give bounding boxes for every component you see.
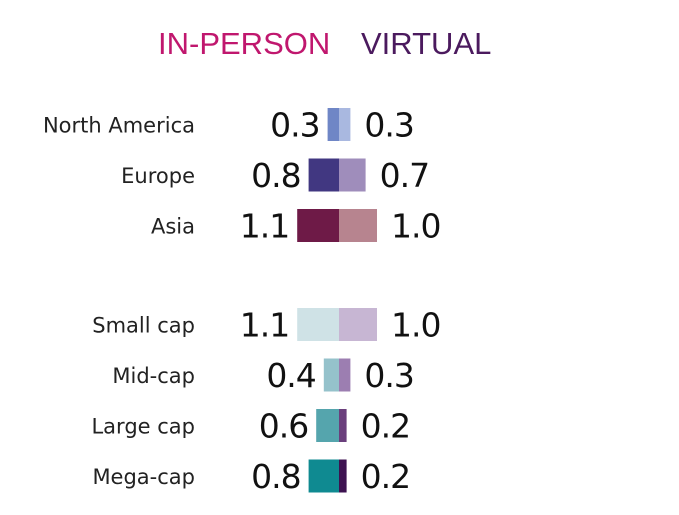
category-label: Mega-cap bbox=[92, 465, 195, 489]
bar-in-person bbox=[297, 308, 339, 341]
bar-virtual bbox=[339, 158, 366, 192]
value-label-in-person: 1.1 bbox=[240, 306, 289, 345]
bar-row-mega-cap: Mega-cap 0.8 0.2 bbox=[92, 457, 411, 496]
value-label-virtual: 0.3 bbox=[364, 356, 413, 395]
value-label-in-person: 0.4 bbox=[266, 356, 315, 395]
value-label-virtual: 1.0 bbox=[391, 306, 440, 345]
value-label-in-person: 0.3 bbox=[270, 106, 319, 145]
value-label-virtual: 0.3 bbox=[364, 106, 413, 145]
bar-virtual bbox=[339, 459, 347, 493]
bar-in-person bbox=[327, 108, 339, 141]
bar-virtual bbox=[339, 358, 351, 392]
bar-in-person bbox=[316, 409, 339, 442]
bar-virtual bbox=[339, 409, 347, 442]
legend: IN-PERSON VIRTUAL bbox=[158, 26, 491, 61]
bar-row-asia: Asia 1.1 1.0 bbox=[151, 207, 442, 246]
value-label-in-person: 0.8 bbox=[251, 457, 300, 496]
legend-entry-virtual: VIRTUAL bbox=[361, 26, 491, 61]
bar-virtual bbox=[339, 308, 377, 341]
value-label-virtual: 1.0 bbox=[391, 207, 440, 246]
bar-virtual bbox=[339, 209, 377, 242]
bar-in-person bbox=[308, 459, 339, 493]
bar-in-person bbox=[308, 158, 339, 192]
category-label: Europe bbox=[121, 164, 195, 188]
category-label: North America bbox=[43, 114, 195, 138]
category-label: Asia bbox=[151, 215, 195, 239]
category-label: Large cap bbox=[91, 415, 195, 439]
value-label-in-person: 0.8 bbox=[251, 156, 300, 195]
value-label-virtual: 0.2 bbox=[361, 457, 410, 496]
bar-in-person bbox=[323, 358, 339, 392]
bar-in-person bbox=[297, 209, 339, 242]
bar-virtual bbox=[339, 108, 351, 141]
bar-row-mid-cap: Mid-cap 0.4 0.3 bbox=[112, 356, 414, 395]
bar-row-small-cap: Small cap 1.1 1.0 bbox=[92, 306, 441, 345]
value-label-in-person: 1.1 bbox=[240, 207, 289, 246]
category-label: Mid-cap bbox=[112, 364, 195, 388]
bar-row-europe: Europe 0.8 0.7 bbox=[121, 156, 430, 195]
value-label-virtual: 0.2 bbox=[361, 407, 410, 446]
bar-row-large-cap: Large cap 0.6 0.2 bbox=[91, 407, 411, 446]
value-label-in-person: 0.6 bbox=[259, 407, 308, 446]
category-label: Small cap bbox=[92, 314, 195, 338]
legend-entry-in-person: IN-PERSON bbox=[158, 26, 330, 61]
value-label-virtual: 0.7 bbox=[380, 156, 429, 195]
bar-row-north-america: North America 0.3 0.3 bbox=[43, 106, 415, 145]
chart-rows: North America 0.3 0.3 Europe 0.8 0.7 Asia 1.1 1.… bbox=[43, 106, 442, 497]
